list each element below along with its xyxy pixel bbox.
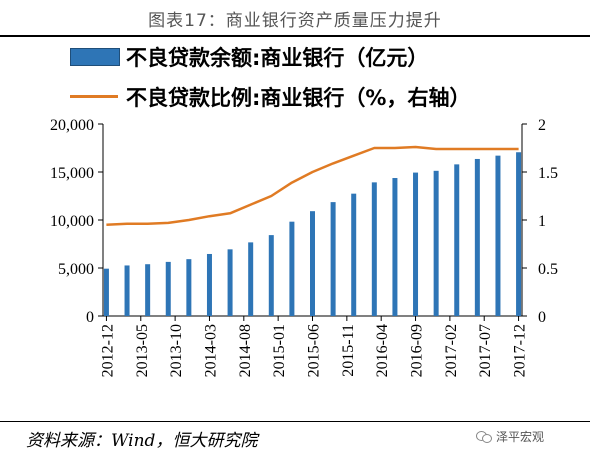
npl-balance-bar [433,170,439,316]
npl-ratio-line [106,145,519,227]
chart-title: 图表17：商业银行资产质量压力提升 [148,11,442,31]
source-note: 资料来源：Wind，恒大研究院 [26,431,258,451]
y-right-tick-label: 1.5 [538,165,558,182]
legend-swatch-bar [70,48,120,66]
x-tick-label: 2015-11 [340,324,357,377]
x-tick-label: 2016-09 [409,324,426,377]
x-tick-label: 2013-10 [168,324,185,377]
npl-balance-bar [474,158,480,316]
ratio-line-group [106,145,519,227]
wechat-icon [476,431,492,443]
y-left-tick-label: 20,000 [50,117,94,134]
y-left-tick-label: 0 [86,309,94,326]
x-tick-label: 2016-04 [374,324,391,377]
npl-balance-bar [145,264,151,316]
legend: 不良贷款余额:商业银行（亿元） 不良贷款比例:商业银行（%，右轴） [40,40,590,120]
npl-balance-bar [310,211,315,316]
legend-item-npl-balance: 不良贷款余额:商业银行（亿元） [40,42,590,72]
bottom-rule [0,421,590,422]
legend-item-npl-ratio: 不良贷款比例:商业银行（%，右轴） [40,82,590,112]
npl-balance-bar [516,152,522,316]
y-right-tick-label: 1 [538,213,546,230]
x-tick-label: 2017-02 [443,324,460,377]
y-right-tick-label: 2 [538,117,546,134]
legend-swatch-line [70,95,118,98]
npl-balance-bar [124,265,130,316]
watermark: 泽平宏观 [476,428,544,445]
npl-balance-bar [392,178,398,316]
npl-balance-bar [206,253,212,316]
npl-balance-bar [351,193,357,316]
npl-balance-bar [165,261,171,316]
y-left-tick-label: 15,000 [50,165,94,182]
npl-balance-bar [186,259,192,316]
npl-balance-bar [227,249,233,316]
legend-label-npl-ratio: 不良贷款比例:商业银行（%，右轴） [126,86,471,110]
bars [103,152,522,316]
x-tick-label: 2015-06 [306,324,323,377]
npl-balance-bar [454,164,460,316]
npl-balance-bar [289,221,295,316]
npl-balance-bar [248,242,254,316]
npl-balance-bar [268,235,274,316]
y-right-tick-label: 0.5 [538,261,558,278]
watermark-text: 泽平宏观 [496,430,545,444]
x-tick-label: 2013-05 [134,324,151,377]
npl-balance-bar [371,182,377,316]
y-left-tick-label: 5,000 [58,261,94,278]
x-tick-label: 2012-12 [99,324,116,377]
tick-labels: 0 5,000 10,000 15,000 20,000 0 0.5 1 1.5 2 2012-12… [50,117,558,377]
x-tick-label: 2015-01 [271,324,288,377]
legend-label-npl-balance: 不良贷款余额:商业银行（亿元） [126,46,429,70]
y-left-tick-label: 10,000 [50,213,94,230]
npl-balance-bar [495,155,501,316]
npl-balance-bar [330,202,336,316]
npl-balance-bar [103,268,109,316]
x-tick-label: 2017-12 [512,324,529,377]
top-rule [0,35,590,37]
x-tick-label: 2017-07 [477,324,494,377]
y-right-tick-label: 0 [538,309,546,326]
x-tick-label: 2014-03 [202,324,219,377]
npl-balance-bar [413,172,419,316]
x-tick-label: 2014-08 [237,324,254,377]
